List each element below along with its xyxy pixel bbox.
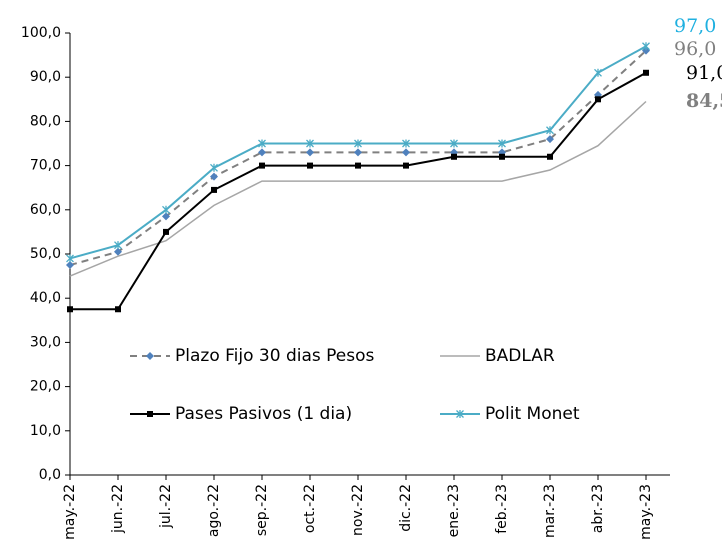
x-tick-label: ago.-22 [206, 484, 222, 537]
x-tick-label: mar.-23 [542, 484, 558, 538]
x-tick-label: dic.-22 [398, 484, 414, 532]
legend-label: Polit Monet [485, 404, 580, 424]
marker [163, 228, 169, 235]
data-label: 91,00 [686, 62, 722, 84]
marker [146, 352, 154, 360]
marker [259, 162, 265, 169]
marker [642, 42, 650, 51]
data-label: 96,0 [674, 38, 716, 60]
marker [307, 162, 313, 169]
series: 91,00 [67, 62, 722, 313]
marker [66, 261, 74, 270]
marker [546, 126, 554, 135]
y-tick-label: 30,0 [30, 334, 61, 350]
marker [354, 139, 362, 148]
legend-label: BADLAR [485, 346, 555, 366]
marker [162, 205, 170, 214]
marker [355, 162, 361, 169]
x-tick-label: oct.-22 [302, 484, 318, 533]
x-tick-label: jun.-22 [110, 484, 126, 534]
marker [546, 135, 554, 144]
y-tick-label: 90,0 [30, 69, 61, 85]
marker [547, 153, 553, 160]
marker [451, 153, 457, 160]
data-label: 84,5 [686, 90, 722, 112]
y-tick-label: 10,0 [30, 423, 61, 439]
marker [210, 172, 218, 181]
y-tick-label: 40,0 [30, 290, 61, 306]
x-tick-label: sep.-22 [254, 484, 270, 536]
y-tick-label: 60,0 [30, 202, 61, 218]
marker [456, 410, 464, 418]
y-tick-label: 70,0 [30, 158, 61, 174]
marker [115, 306, 121, 313]
series: 97,0 [66, 15, 716, 263]
y-tick-label: 100,0 [21, 25, 61, 41]
marker [498, 139, 506, 148]
series-line [70, 71, 647, 311]
marker [354, 148, 362, 157]
series-line [69, 49, 647, 267]
data-label: 97,0 [674, 15, 716, 37]
legend-label: Pases Pasivos (1 dia) [175, 404, 352, 424]
x-tick-label: feb.-23 [494, 484, 510, 534]
marker [450, 139, 458, 148]
y-tick-label: 20,0 [30, 379, 61, 395]
marker [114, 247, 122, 256]
marker [402, 148, 410, 157]
marker [67, 306, 73, 313]
y-tick-label: 0,0 [39, 467, 61, 483]
series: 84,5 [69, 90, 722, 277]
marker [594, 68, 602, 77]
x-tick-label: may.-22 [62, 484, 78, 540]
x-tick-label: may.-23 [638, 484, 654, 540]
series-line [69, 100, 647, 277]
marker [306, 148, 314, 157]
marker [147, 411, 153, 417]
marker [114, 241, 122, 250]
x-tick-label: jul.-22 [158, 484, 174, 529]
marker [306, 139, 314, 148]
marker [643, 69, 649, 76]
x-tick-label: abr.-23 [590, 484, 606, 533]
marker [210, 163, 218, 172]
y-tick-label: 80,0 [30, 113, 61, 129]
marker [403, 162, 409, 169]
x-tick-label: nov.-22 [350, 484, 366, 536]
marker [211, 186, 217, 193]
marker [258, 139, 266, 148]
x-tick-label: ene.-23 [446, 484, 462, 537]
y-tick-label: 50,0 [30, 246, 61, 262]
marker [258, 148, 266, 157]
marker [595, 96, 601, 103]
marker [499, 153, 505, 160]
marker [402, 139, 410, 148]
marker [162, 212, 170, 221]
marker [66, 254, 74, 263]
legend-label: Plazo Fijo 30 dias Pesos [175, 346, 375, 366]
